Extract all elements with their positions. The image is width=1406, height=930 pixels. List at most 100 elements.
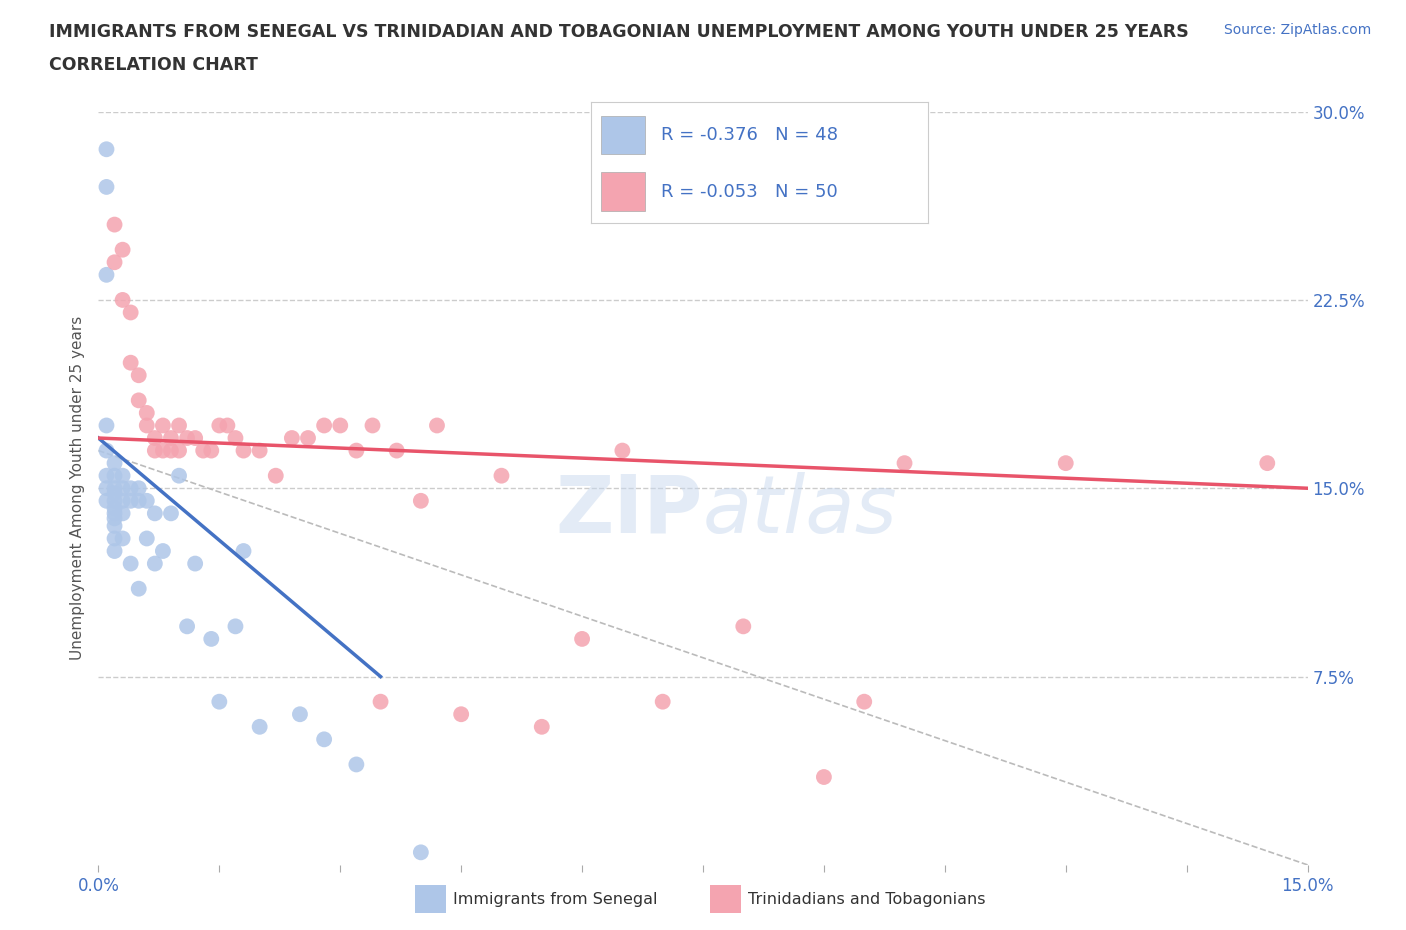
Point — [193, 443, 215, 458]
Point — [103, 531, 125, 546]
Point — [160, 506, 183, 521]
Point — [128, 392, 150, 407]
Point — [120, 556, 142, 571]
Point — [103, 255, 125, 270]
Point — [96, 468, 118, 484]
Point — [120, 493, 142, 508]
FancyBboxPatch shape — [600, 172, 644, 211]
Text: R = -0.376   N = 48: R = -0.376 N = 48 — [661, 126, 838, 144]
Point — [176, 431, 198, 445]
Text: CORRELATION CHART: CORRELATION CHART — [49, 56, 259, 73]
Point — [853, 694, 876, 710]
Point — [103, 456, 125, 471]
Point — [128, 581, 150, 596]
Point — [264, 468, 287, 484]
Point — [143, 506, 166, 521]
Point — [184, 431, 207, 445]
Point — [128, 493, 150, 508]
Point — [103, 519, 125, 534]
Point — [361, 418, 384, 433]
Point — [208, 418, 231, 433]
Point — [1054, 456, 1077, 471]
Point — [103, 468, 125, 484]
Point — [143, 431, 166, 445]
Point — [152, 543, 174, 558]
Point — [281, 431, 304, 445]
Point — [385, 443, 408, 458]
Point — [530, 720, 553, 735]
Point — [450, 707, 472, 722]
Point — [167, 418, 190, 433]
Point — [217, 418, 239, 433]
Point — [111, 468, 134, 484]
Point — [409, 845, 432, 860]
Point — [120, 355, 142, 370]
Point — [612, 443, 634, 458]
Point — [111, 531, 134, 546]
Point — [200, 443, 222, 458]
Text: Source: ZipAtlas.com: Source: ZipAtlas.com — [1223, 23, 1371, 37]
Point — [288, 707, 311, 722]
Point — [232, 543, 254, 558]
Point — [143, 443, 166, 458]
Point — [120, 305, 142, 320]
Point — [96, 142, 118, 157]
Point — [232, 443, 254, 458]
Point — [344, 757, 367, 772]
Point — [651, 694, 673, 710]
Point — [96, 418, 118, 433]
Point — [314, 418, 336, 433]
Point — [120, 481, 142, 496]
Text: Trinidadians and Tobagonians: Trinidadians and Tobagonians — [748, 892, 986, 907]
Text: Immigrants from Senegal: Immigrants from Senegal — [453, 892, 657, 907]
Point — [160, 443, 183, 458]
Point — [893, 456, 915, 471]
Text: IMMIGRANTS FROM SENEGAL VS TRINIDADIAN AND TOBAGONIAN UNEMPLOYMENT AMONG YOUTH U: IMMIGRANTS FROM SENEGAL VS TRINIDADIAN A… — [49, 23, 1189, 41]
Point — [249, 720, 271, 735]
Point — [135, 531, 157, 546]
Point — [208, 694, 231, 710]
Point — [96, 481, 118, 496]
Point — [152, 418, 174, 433]
Point — [200, 631, 222, 646]
Point — [184, 556, 207, 571]
Point — [128, 481, 150, 496]
Text: R = -0.053   N = 50: R = -0.053 N = 50 — [661, 183, 838, 201]
Point — [111, 481, 134, 496]
Point — [224, 619, 246, 634]
Point — [96, 443, 118, 458]
Point — [297, 431, 319, 445]
Point — [426, 418, 449, 433]
Point — [103, 485, 125, 500]
Point — [176, 619, 198, 634]
Text: ZIP: ZIP — [555, 472, 703, 550]
Point — [135, 493, 157, 508]
Point — [167, 443, 190, 458]
Point — [96, 268, 118, 283]
Y-axis label: Unemployment Among Youth under 25 years: Unemployment Among Youth under 25 years — [69, 316, 84, 660]
Point — [111, 243, 134, 258]
Point — [111, 506, 134, 521]
Point — [143, 556, 166, 571]
Point — [103, 501, 125, 516]
Point — [167, 468, 190, 484]
Point — [103, 481, 125, 496]
Point — [103, 511, 125, 525]
Point — [96, 179, 118, 194]
Point — [111, 292, 134, 307]
Point — [103, 493, 125, 508]
Point — [135, 405, 157, 420]
Point — [1256, 456, 1278, 471]
Point — [813, 770, 835, 785]
Point — [96, 493, 118, 508]
Text: atlas: atlas — [703, 472, 898, 550]
Point — [103, 217, 125, 232]
Point — [491, 468, 513, 484]
Point — [160, 431, 183, 445]
Point — [409, 493, 432, 508]
Point — [314, 732, 336, 747]
Point — [111, 493, 134, 508]
Point — [128, 367, 150, 383]
Point — [733, 619, 755, 634]
Point — [152, 443, 174, 458]
